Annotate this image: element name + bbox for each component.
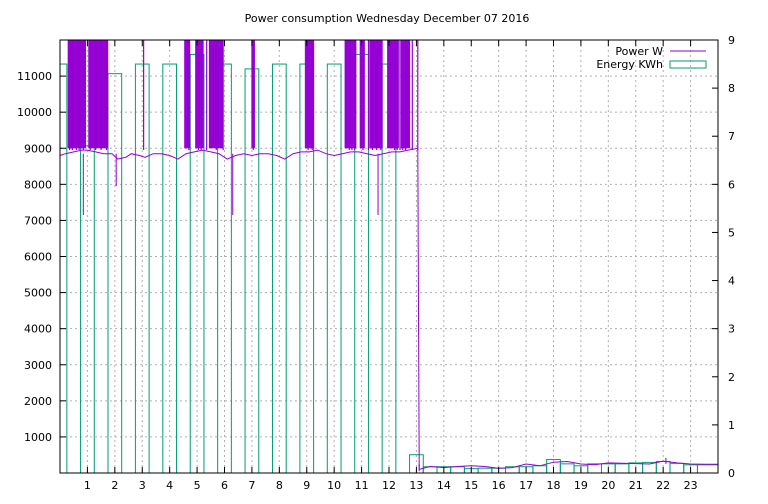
power-line: [59, 40, 718, 472]
x-tick-label: 10: [327, 479, 341, 492]
y-tick-label: 8000: [24, 178, 52, 191]
x-tick-label: 18: [547, 479, 561, 492]
chart-title: Power consumption Wednesday December 07 …: [245, 12, 530, 25]
x-tick-label: 4: [166, 479, 173, 492]
x-tick-label: 11: [355, 479, 369, 492]
x-tick-label: 13: [409, 479, 423, 492]
y2-tick-label: 0: [728, 467, 735, 480]
y2-tick-label: 5: [728, 226, 735, 239]
energy-bar: [587, 463, 602, 474]
legend: Power W Energy KWh: [596, 45, 707, 71]
y-tick-label: 1000: [24, 431, 52, 444]
grid-layer: [60, 40, 718, 473]
legend-label-energy: Energy KWh: [596, 58, 663, 71]
energy-bar: [477, 467, 493, 474]
energy-bar: [696, 464, 719, 474]
legend-label-power: Power W: [615, 45, 663, 58]
y2-tick-label: 9: [728, 34, 735, 47]
y-tick-label: 7000: [24, 214, 52, 227]
axis-ticks: 1 2 3 4 5 6 7 8 9 10 11 12 13 14 15 16 17 18 19 20 21 22 23100…: [17, 34, 735, 492]
y-tick-label: 4000: [24, 323, 52, 336]
legend-swatch-energy: [669, 60, 707, 69]
x-tick-label: 8: [276, 479, 283, 492]
energy-bar: [532, 465, 548, 474]
x-tick-label: 9: [303, 479, 310, 492]
energy-bar: [59, 63, 68, 474]
y2-tick-label: 4: [728, 275, 735, 288]
x-tick-label: 15: [464, 479, 478, 492]
energy-bar: [559, 463, 575, 474]
y-tick-label: 11000: [17, 70, 52, 83]
y-tick-label: 3000: [24, 359, 52, 372]
x-tick-label: 14: [437, 479, 451, 492]
energy-bar: [614, 463, 630, 474]
x-tick-label: 19: [574, 479, 588, 492]
y-tick-label: 10000: [17, 106, 52, 119]
x-tick-label: 5: [194, 479, 201, 492]
power-baseline: [59, 147, 718, 471]
y2-tick-label: 8: [728, 82, 735, 95]
x-tick-label: 21: [629, 479, 643, 492]
y-tick-label: 6000: [24, 251, 52, 264]
x-tick-label: 6: [221, 479, 228, 492]
y2-tick-label: 2: [728, 371, 735, 384]
x-tick-label: 3: [139, 479, 146, 492]
y-tick-label: 9000: [24, 142, 52, 155]
y2-tick-label: 3: [728, 323, 735, 336]
x-tick-label: 16: [492, 479, 506, 492]
x-tick-label: 1: [84, 479, 91, 492]
y-tick-label: 5000: [24, 287, 52, 300]
energy-bar: [80, 145, 95, 474]
x-tick-label: 20: [601, 479, 615, 492]
x-tick-label: 2: [111, 479, 118, 492]
x-tick-label: 7: [248, 479, 255, 492]
x-tick-label: 12: [382, 479, 396, 492]
energy-bar: [450, 466, 465, 474]
y2-tick-label: 1: [728, 419, 735, 432]
y-tick-label: 2000: [24, 395, 52, 408]
y2-tick-label: 6: [728, 178, 735, 191]
x-tick-label: 17: [519, 479, 533, 492]
x-tick-label: 22: [656, 479, 670, 492]
x-tick-label: 23: [684, 479, 698, 492]
energy-bar: [669, 462, 685, 474]
y2-tick-label: 7: [728, 130, 735, 143]
energy-bar: [107, 73, 123, 474]
